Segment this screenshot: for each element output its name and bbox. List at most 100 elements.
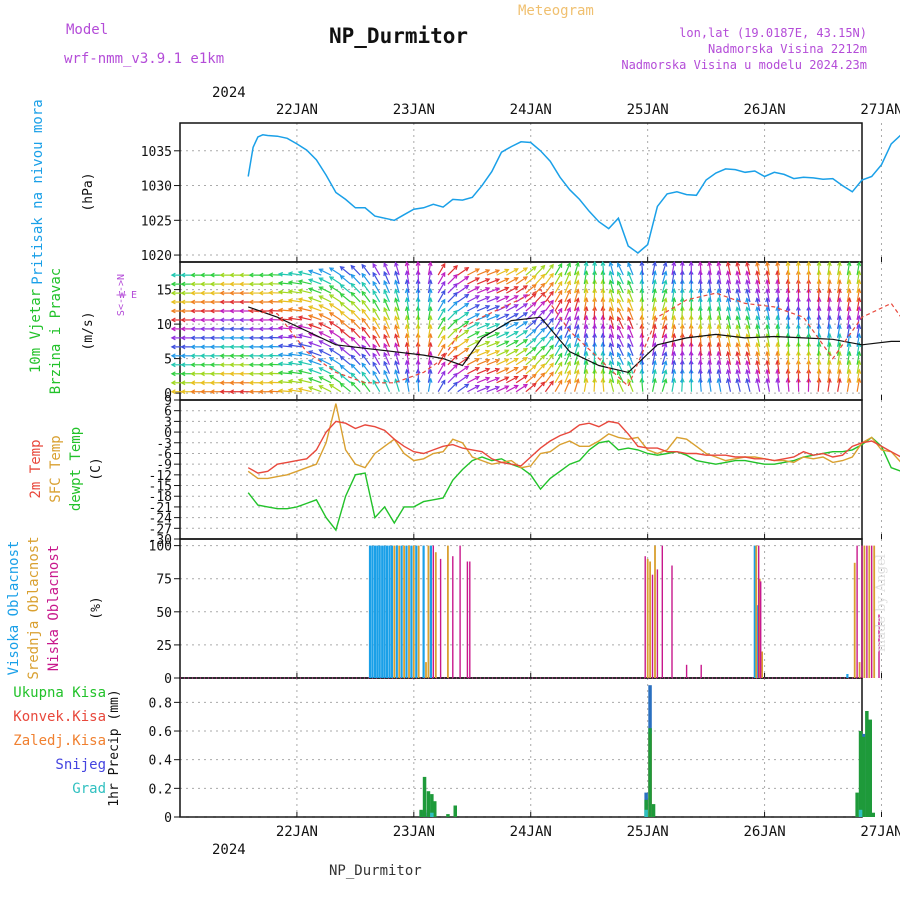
wind-arrow-head: [531, 274, 537, 280]
wind-arrow-head: [608, 378, 614, 384]
model-name: wrf-nmm_v3.9.1 e1km: [64, 51, 224, 67]
wind-arrow: [515, 303, 528, 312]
wind-arrow-head: [453, 291, 458, 297]
wind-arrow: [746, 361, 751, 374]
precip-panel: 00.20.40.60.8: [149, 677, 882, 826]
wind-arrow-head: [453, 327, 458, 333]
mid-cloud-bar: [858, 662, 861, 678]
wind-arrow: [661, 262, 667, 276]
high-cloud-bar: [385, 545, 389, 678]
wind-arrow-head: [328, 276, 334, 281]
wind-arrow: [406, 369, 410, 383]
wind-arrow: [609, 316, 615, 330]
wind-arrow-head: [268, 362, 274, 368]
wind-arrow-head: [566, 351, 571, 357]
rain-bar: [861, 736, 866, 817]
wind-arrow: [447, 364, 458, 375]
wind-arrow-head: [394, 360, 399, 366]
wind-arrow: [308, 341, 322, 348]
wind-arrow: [602, 378, 605, 392]
wind-arrow-head: [453, 345, 458, 351]
wind-arrow-head: [219, 317, 225, 323]
wind-arrow: [817, 342, 820, 356]
wind-arrow: [746, 325, 751, 339]
wind-arrow: [856, 333, 860, 347]
wind-arrow: [554, 344, 563, 357]
wind-arrow-head: [464, 329, 470, 335]
wind-arrow-head: [190, 281, 196, 287]
wind-arrow: [837, 360, 841, 374]
y-tick-label: 0.4: [149, 754, 173, 769]
wind-arrow-head: [513, 358, 519, 363]
wind-arrow: [372, 281, 381, 294]
wind-arrow: [544, 371, 554, 384]
wind-arrow: [746, 262, 751, 276]
wind-arrow: [447, 355, 458, 366]
wind-arrow: [417, 262, 420, 276]
wind-arrow-head: [453, 354, 458, 360]
wind-arrow: [827, 271, 831, 285]
wind-arrow: [486, 278, 500, 285]
wind-arrow: [394, 262, 400, 276]
wind-arrow: [427, 360, 432, 374]
wind-arrow: [476, 368, 490, 375]
wind-arrow: [651, 280, 656, 294]
wind-arrow: [817, 360, 820, 374]
wind-arrow: [766, 271, 771, 285]
wind-arrow-head: [372, 370, 377, 376]
wind-arrow-head: [735, 360, 741, 366]
wind-arrow: [699, 315, 702, 329]
wind-arrow-head: [394, 279, 399, 285]
wind-arrow-head: [617, 324, 622, 331]
wind-arrow-head: [745, 377, 750, 384]
wind-arrow-head: [755, 332, 760, 339]
wind-arrow: [766, 307, 771, 321]
wind-arrow: [717, 351, 722, 365]
wind-arrow-head: [318, 313, 324, 318]
wind-arrow-head: [494, 341, 501, 346]
wind-arrow: [671, 315, 675, 330]
wind-arrow: [515, 267, 528, 276]
wind-arrow-head: [277, 361, 284, 367]
wind-arrow: [298, 361, 312, 366]
wind-arrow-head: [549, 380, 554, 386]
wind-arrow-head: [229, 362, 235, 368]
wind-arrow: [564, 361, 571, 375]
low-cloud-bar: [644, 556, 646, 678]
wind-arrow-head: [662, 360, 668, 366]
wind-arrow: [708, 280, 712, 294]
wind-arrow-head: [557, 334, 563, 340]
wind-arrow-head: [627, 261, 632, 268]
top-day-label: 25JAN: [627, 102, 669, 118]
wind-arrow-head: [297, 351, 303, 356]
wind-arrow-head: [531, 301, 537, 307]
wind-arrow-head: [464, 293, 470, 299]
wind-arrow-head: [662, 315, 668, 321]
wind-arrow: [506, 304, 519, 312]
wind-arrow: [856, 360, 860, 374]
wind-arrow-head: [361, 263, 367, 269]
wind-arrow: [506, 295, 519, 303]
wind-arrow-head: [248, 344, 254, 350]
wind-arrow: [340, 266, 351, 276]
wind-arrow: [787, 333, 790, 347]
product-title: Meteogram: [518, 3, 594, 19]
temp-ylabel-2m: 2m Temp: [28, 439, 44, 498]
wind-arrow-head: [440, 298, 446, 304]
wind-arrow-head: [735, 377, 741, 384]
wind-arrow-head: [513, 340, 519, 345]
wind-arrow-head: [513, 384, 519, 390]
wind-arrow: [447, 337, 458, 348]
wind-arrow-head: [725, 288, 731, 294]
wind-arrow: [279, 345, 293, 348]
wind-arrow: [467, 376, 480, 384]
wind-arrow: [671, 369, 675, 383]
graupel-bar: [430, 812, 434, 817]
wind-arrow-head: [755, 368, 760, 375]
wind-arrow-head: [258, 290, 264, 296]
wind-arrow-head: [238, 353, 244, 359]
wind-arrow: [827, 333, 831, 347]
wind-arrow: [329, 366, 342, 375]
wind-arrow: [787, 289, 790, 303]
